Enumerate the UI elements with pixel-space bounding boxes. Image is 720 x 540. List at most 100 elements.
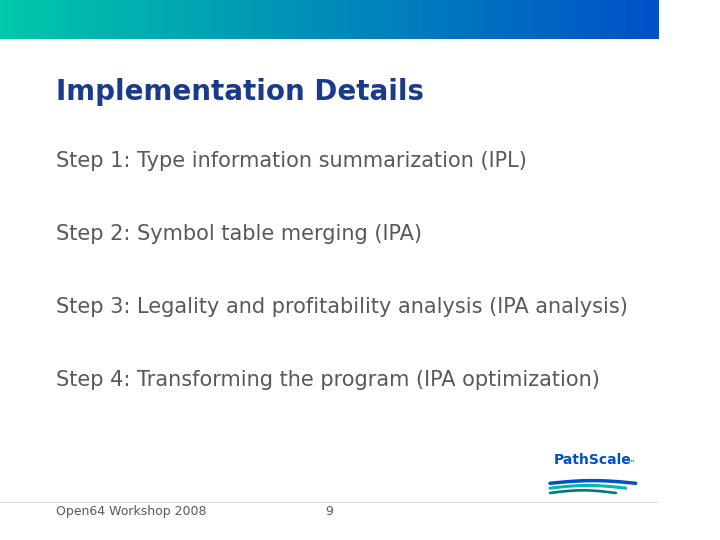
FancyBboxPatch shape (300, 0, 303, 39)
FancyBboxPatch shape (567, 0, 570, 39)
FancyBboxPatch shape (201, 0, 204, 39)
FancyBboxPatch shape (138, 0, 142, 39)
FancyBboxPatch shape (418, 0, 422, 39)
FancyBboxPatch shape (491, 0, 494, 39)
FancyBboxPatch shape (165, 0, 168, 39)
FancyBboxPatch shape (448, 0, 451, 39)
FancyBboxPatch shape (125, 0, 128, 39)
FancyBboxPatch shape (181, 0, 184, 39)
FancyBboxPatch shape (500, 0, 504, 39)
FancyBboxPatch shape (590, 0, 593, 39)
FancyBboxPatch shape (297, 0, 300, 39)
FancyBboxPatch shape (379, 0, 382, 39)
FancyBboxPatch shape (191, 0, 194, 39)
FancyBboxPatch shape (510, 0, 514, 39)
FancyBboxPatch shape (230, 0, 234, 39)
FancyBboxPatch shape (86, 0, 89, 39)
FancyBboxPatch shape (477, 0, 481, 39)
FancyBboxPatch shape (487, 0, 491, 39)
FancyBboxPatch shape (425, 0, 428, 39)
FancyBboxPatch shape (27, 0, 30, 39)
FancyBboxPatch shape (557, 0, 560, 39)
FancyBboxPatch shape (323, 0, 326, 39)
FancyBboxPatch shape (385, 0, 389, 39)
FancyBboxPatch shape (507, 0, 510, 39)
FancyBboxPatch shape (251, 0, 253, 39)
FancyBboxPatch shape (494, 0, 498, 39)
FancyBboxPatch shape (422, 0, 425, 39)
FancyBboxPatch shape (415, 0, 418, 39)
FancyBboxPatch shape (207, 0, 211, 39)
FancyBboxPatch shape (267, 0, 270, 39)
FancyBboxPatch shape (408, 0, 412, 39)
FancyBboxPatch shape (576, 0, 580, 39)
FancyBboxPatch shape (13, 0, 17, 39)
FancyBboxPatch shape (498, 0, 500, 39)
FancyBboxPatch shape (253, 0, 257, 39)
FancyBboxPatch shape (570, 0, 573, 39)
FancyBboxPatch shape (352, 0, 356, 39)
FancyBboxPatch shape (544, 0, 546, 39)
FancyBboxPatch shape (158, 0, 161, 39)
FancyBboxPatch shape (428, 0, 431, 39)
FancyBboxPatch shape (527, 0, 530, 39)
FancyBboxPatch shape (122, 0, 125, 39)
FancyBboxPatch shape (313, 0, 316, 39)
FancyBboxPatch shape (257, 0, 260, 39)
FancyBboxPatch shape (326, 0, 329, 39)
FancyBboxPatch shape (276, 0, 280, 39)
FancyBboxPatch shape (642, 0, 646, 39)
FancyBboxPatch shape (79, 0, 82, 39)
FancyBboxPatch shape (197, 0, 201, 39)
FancyBboxPatch shape (260, 0, 264, 39)
FancyBboxPatch shape (655, 0, 659, 39)
FancyBboxPatch shape (546, 0, 550, 39)
FancyBboxPatch shape (40, 0, 42, 39)
FancyBboxPatch shape (530, 0, 534, 39)
FancyBboxPatch shape (204, 0, 207, 39)
FancyBboxPatch shape (431, 0, 435, 39)
FancyBboxPatch shape (356, 0, 359, 39)
FancyBboxPatch shape (619, 0, 623, 39)
FancyBboxPatch shape (53, 0, 56, 39)
FancyBboxPatch shape (287, 0, 290, 39)
FancyBboxPatch shape (586, 0, 590, 39)
FancyBboxPatch shape (583, 0, 586, 39)
FancyBboxPatch shape (42, 0, 46, 39)
FancyBboxPatch shape (372, 0, 375, 39)
FancyBboxPatch shape (389, 0, 392, 39)
FancyBboxPatch shape (534, 0, 537, 39)
FancyBboxPatch shape (504, 0, 507, 39)
FancyBboxPatch shape (474, 0, 477, 39)
FancyBboxPatch shape (458, 0, 461, 39)
FancyBboxPatch shape (613, 0, 616, 39)
FancyBboxPatch shape (290, 0, 293, 39)
Text: Step 4: Transforming the program (IPA optimization): Step 4: Transforming the program (IPA op… (56, 370, 600, 390)
FancyBboxPatch shape (382, 0, 385, 39)
FancyBboxPatch shape (280, 0, 283, 39)
FancyBboxPatch shape (161, 0, 165, 39)
FancyBboxPatch shape (66, 0, 69, 39)
FancyBboxPatch shape (438, 0, 441, 39)
Text: Step 2: Symbol table merging (IPA): Step 2: Symbol table merging (IPA) (56, 224, 422, 244)
FancyBboxPatch shape (96, 0, 99, 39)
FancyBboxPatch shape (523, 0, 527, 39)
FancyBboxPatch shape (247, 0, 251, 39)
FancyBboxPatch shape (435, 0, 438, 39)
Text: PathScale: PathScale (553, 453, 631, 467)
FancyBboxPatch shape (102, 0, 105, 39)
FancyBboxPatch shape (563, 0, 567, 39)
Text: ™: ™ (627, 458, 636, 468)
FancyBboxPatch shape (405, 0, 408, 39)
FancyBboxPatch shape (50, 0, 53, 39)
FancyBboxPatch shape (270, 0, 274, 39)
FancyBboxPatch shape (33, 0, 36, 39)
FancyBboxPatch shape (343, 0, 346, 39)
FancyBboxPatch shape (234, 0, 237, 39)
FancyBboxPatch shape (606, 0, 609, 39)
FancyBboxPatch shape (339, 0, 343, 39)
FancyBboxPatch shape (537, 0, 540, 39)
FancyBboxPatch shape (171, 0, 174, 39)
FancyBboxPatch shape (553, 0, 557, 39)
FancyBboxPatch shape (188, 0, 191, 39)
